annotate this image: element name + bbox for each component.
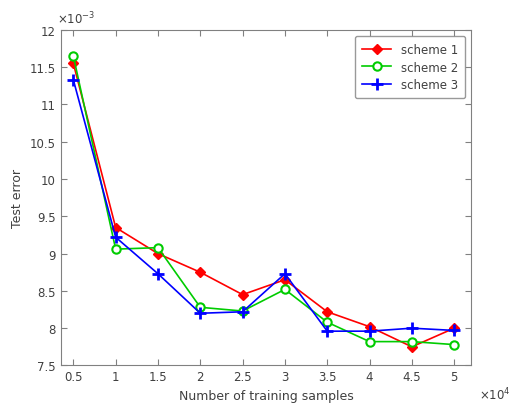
scheme 2 <box>197 305 204 310</box>
Line: scheme 3: scheme 3 <box>68 75 460 337</box>
scheme 1 <box>451 326 457 331</box>
Legend: scheme 1, scheme 2, scheme 3: scheme 1, scheme 2, scheme 3 <box>355 37 465 99</box>
scheme 2 <box>70 55 77 59</box>
scheme 3 <box>324 329 330 334</box>
scheme 3 <box>197 311 204 316</box>
Line: scheme 2: scheme 2 <box>69 53 458 349</box>
Text: $\times10^{-3}$: $\times10^{-3}$ <box>56 11 95 28</box>
scheme 3 <box>451 328 457 333</box>
scheme 2 <box>113 247 119 252</box>
scheme 3 <box>240 310 246 315</box>
scheme 2 <box>409 339 415 344</box>
scheme 1 <box>240 292 246 297</box>
Line: scheme 1: scheme 1 <box>70 61 458 351</box>
X-axis label: Number of training samples: Number of training samples <box>179 389 353 402</box>
scheme 2 <box>324 320 330 325</box>
scheme 3 <box>366 329 373 334</box>
scheme 2 <box>155 246 161 251</box>
scheme 1 <box>70 62 77 67</box>
scheme 1 <box>113 225 119 230</box>
scheme 3 <box>409 326 415 331</box>
scheme 1 <box>409 344 415 349</box>
scheme 1 <box>324 310 330 315</box>
scheme 2 <box>451 342 457 347</box>
scheme 2 <box>366 339 373 344</box>
scheme 2 <box>282 287 288 292</box>
scheme 3 <box>113 235 119 240</box>
scheme 1 <box>366 325 373 330</box>
scheme 3 <box>282 272 288 277</box>
scheme 3 <box>70 78 77 83</box>
Text: $\times10^{4}$: $\times10^{4}$ <box>479 386 511 402</box>
scheme 1 <box>197 270 204 275</box>
Y-axis label: Test error: Test error <box>11 169 24 228</box>
scheme 1 <box>282 278 288 282</box>
scheme 1 <box>155 252 161 256</box>
scheme 3 <box>155 272 161 277</box>
scheme 2 <box>240 309 246 314</box>
